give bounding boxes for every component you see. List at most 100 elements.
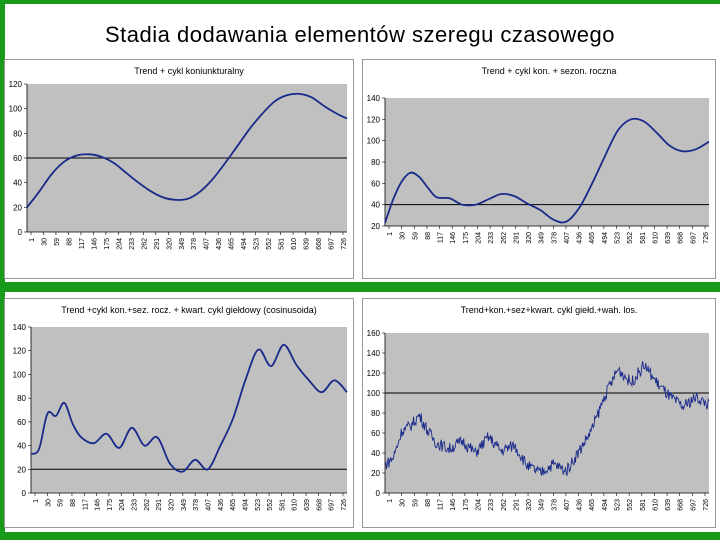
x-tick-label: 523 bbox=[254, 238, 261, 250]
x-tick-label: 88 bbox=[66, 238, 73, 246]
y-tick-label: 60 bbox=[17, 418, 26, 427]
x-tick-label: 494 bbox=[602, 232, 609, 244]
x-tick-label: 1 bbox=[387, 499, 394, 503]
chart-title: Trend + cykl koniunkturalny bbox=[134, 66, 244, 76]
y-tick-label: 60 bbox=[371, 179, 380, 188]
x-tick-label: 581 bbox=[640, 499, 647, 511]
x-tick-label: 436 bbox=[577, 232, 584, 244]
x-tick-label: 523 bbox=[615, 499, 622, 511]
x-tick-label: 378 bbox=[551, 232, 558, 244]
x-tick-label: 175 bbox=[107, 499, 114, 511]
x-tick-label: 581 bbox=[279, 499, 286, 511]
y-tick-label: 120 bbox=[13, 347, 27, 356]
x-tick-label: 697 bbox=[690, 499, 697, 511]
y-tick-label: 80 bbox=[371, 409, 380, 418]
x-tick-label: 320 bbox=[526, 499, 533, 511]
x-tick-label: 146 bbox=[450, 499, 457, 511]
series-line bbox=[384, 117, 710, 224]
x-tick-label: 146 bbox=[95, 499, 102, 511]
series-line bbox=[26, 92, 348, 208]
x-tick-label: 407 bbox=[205, 499, 212, 511]
x-tick-label: 175 bbox=[463, 232, 470, 244]
x-tick-label: 320 bbox=[169, 499, 176, 511]
chart-title: Trend +cykl kon.+sez. rocz. + kwart. cyk… bbox=[61, 305, 317, 315]
y-tick-label: 140 bbox=[367, 349, 381, 358]
x-tick-label: 59 bbox=[412, 499, 419, 507]
y-tick-label: 20 bbox=[13, 203, 22, 212]
x-tick-label: 349 bbox=[539, 499, 546, 511]
x-tick-label: 523 bbox=[615, 232, 622, 244]
x-tick-label: 204 bbox=[116, 238, 123, 250]
x-tick-label: 668 bbox=[316, 238, 323, 250]
x-tick-label: 378 bbox=[193, 499, 200, 511]
chart-3: Trend +cykl kon.+sez. rocz. + kwart. cyk… bbox=[13, 305, 348, 511]
decor-bar-mid bbox=[0, 282, 720, 292]
x-tick-label: 1 bbox=[387, 232, 394, 236]
x-tick-label: 668 bbox=[678, 232, 685, 244]
x-tick-label: 88 bbox=[70, 499, 77, 507]
y-tick-label: 140 bbox=[367, 94, 381, 103]
y-tick-label: 100 bbox=[367, 389, 381, 398]
x-tick-label: 639 bbox=[304, 238, 311, 250]
y-tick-label: 80 bbox=[13, 129, 22, 138]
x-tick-label: 320 bbox=[526, 232, 533, 244]
chart-4: Trend+kon.+sez+kwart. cykl giełd.+wah. l… bbox=[367, 305, 710, 511]
slide-title: Stadia dodawania elementów szeregu czaso… bbox=[105, 22, 615, 47]
x-tick-label: 697 bbox=[329, 499, 336, 511]
x-tick-label: 465 bbox=[589, 499, 596, 511]
x-tick-label: 436 bbox=[218, 499, 225, 511]
x-tick-label: 552 bbox=[627, 499, 634, 511]
decor-bar-bottom bbox=[0, 532, 720, 540]
y-tick-label: 20 bbox=[371, 222, 380, 231]
x-tick-label: 494 bbox=[602, 499, 609, 511]
x-tick-label: 30 bbox=[400, 232, 407, 240]
x-tick-label: 407 bbox=[564, 499, 571, 511]
x-tick-label: 407 bbox=[204, 238, 211, 250]
x-tick-label: 465 bbox=[230, 499, 237, 511]
x-tick-label: 726 bbox=[341, 499, 348, 511]
chart-title: Trend + cykl kon. + sezon. roczna bbox=[482, 66, 617, 76]
x-tick-label: 726 bbox=[703, 232, 710, 244]
x-tick-label: 639 bbox=[665, 232, 672, 244]
x-tick-label: 59 bbox=[412, 232, 419, 240]
x-tick-label: 610 bbox=[652, 232, 659, 244]
series-line bbox=[384, 361, 710, 477]
x-tick-label: 639 bbox=[304, 499, 311, 511]
x-tick-label: 1 bbox=[33, 499, 40, 503]
x-tick-label: 88 bbox=[425, 499, 432, 507]
x-tick-label: 668 bbox=[678, 499, 685, 511]
y-tick-label: 40 bbox=[13, 179, 22, 188]
x-tick-label: 610 bbox=[291, 238, 298, 250]
x-tick-label: 59 bbox=[54, 238, 61, 246]
x-tick-label: 552 bbox=[267, 499, 274, 511]
chart-panel-4: Trend+kon.+sez+kwart. cykl giełd.+wah. l… bbox=[362, 298, 716, 528]
series-line bbox=[30, 343, 348, 473]
plot-area bbox=[385, 333, 709, 493]
x-tick-label: 262 bbox=[141, 238, 148, 250]
x-tick-label: 697 bbox=[329, 238, 336, 250]
x-tick-label: 407 bbox=[564, 232, 571, 244]
x-tick-label: 581 bbox=[640, 232, 647, 244]
y-tick-label: 160 bbox=[367, 329, 381, 338]
x-tick-label: 552 bbox=[266, 238, 273, 250]
x-tick-label: 117 bbox=[438, 499, 445, 510]
x-tick-label: 378 bbox=[191, 238, 198, 250]
x-tick-label: 30 bbox=[400, 499, 407, 507]
x-tick-label: 291 bbox=[513, 499, 520, 511]
x-tick-label: 436 bbox=[577, 499, 584, 511]
y-tick-label: 140 bbox=[13, 323, 27, 332]
y-tick-label: 20 bbox=[371, 469, 380, 478]
x-tick-label: 88 bbox=[425, 232, 432, 240]
decor-bar-left bbox=[0, 0, 5, 540]
x-tick-label: 639 bbox=[665, 499, 672, 511]
x-tick-label: 262 bbox=[501, 232, 508, 244]
x-tick-label: 726 bbox=[341, 238, 348, 250]
x-tick-label: 320 bbox=[166, 238, 173, 250]
chart-panel-2: Trend + cykl kon. + sezon. roczna 20 40 60 8… bbox=[362, 59, 716, 279]
y-tick-label: 80 bbox=[17, 394, 26, 403]
y-tick-label: 120 bbox=[367, 369, 381, 378]
x-tick-label: 175 bbox=[104, 238, 111, 250]
chart-title: Trend+kon.+sez+kwart. cykl giełd.+wah. l… bbox=[461, 305, 638, 315]
chart-2: Trend + cykl kon. + sezon. roczna 20 40 60 8… bbox=[367, 66, 710, 244]
y-tick-label: 0 bbox=[22, 489, 27, 498]
